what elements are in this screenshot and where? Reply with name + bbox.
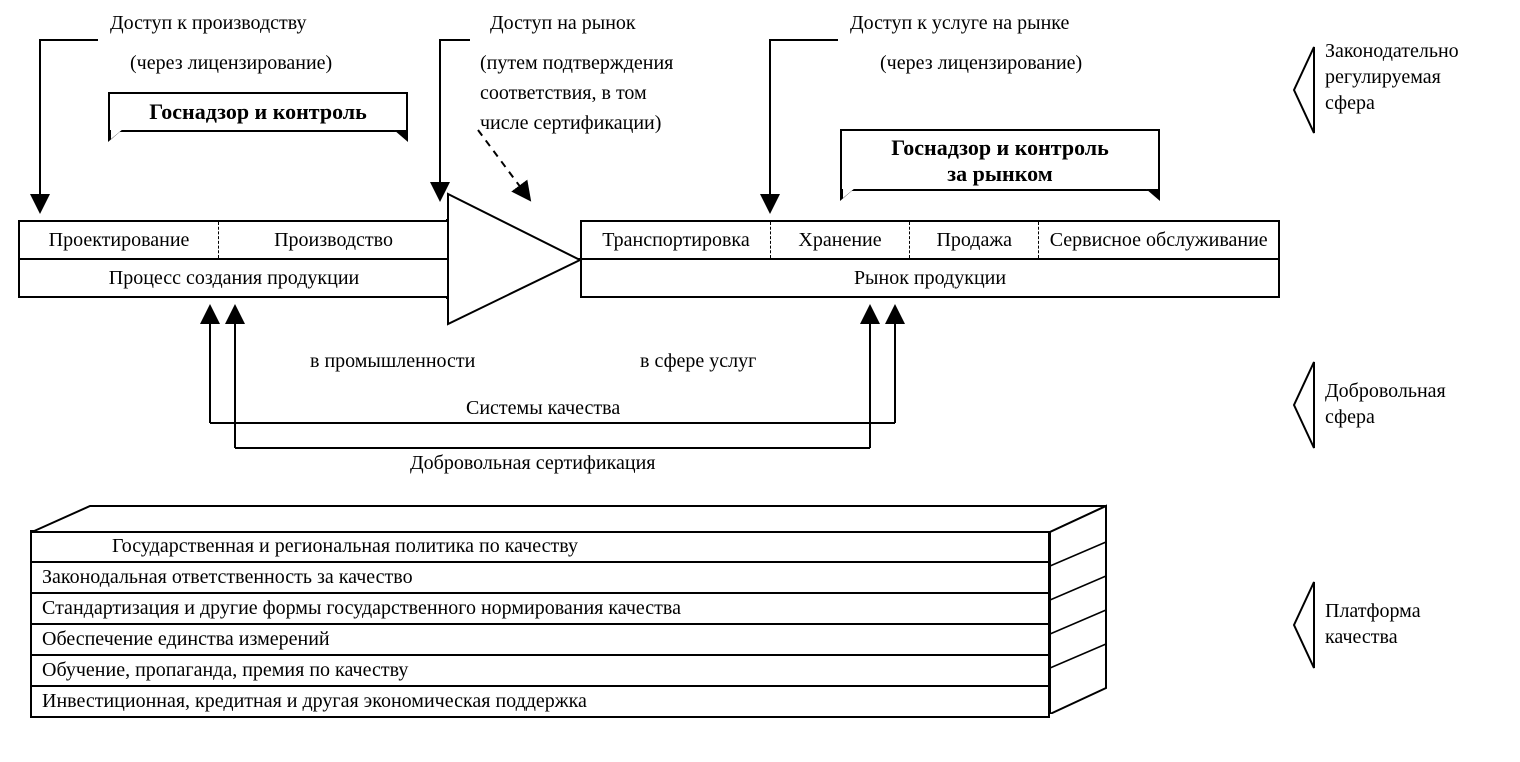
middle-right-label: в сфере услуг (640, 350, 756, 373)
process-cell-0: Проектирование (20, 222, 219, 258)
side-label-voluntary-1: Добровольная (1325, 378, 1446, 404)
side-label-regulated-1: Законодательно (1325, 38, 1459, 64)
market-cell-2: Продажа (910, 222, 1039, 258)
platform-row-5: Инвестиционная, кредитная и другая эконо… (30, 687, 1050, 718)
side-marker-voluntary (1290, 360, 1316, 456)
market-caption: Рынок продукции (582, 260, 1278, 298)
side-label-platform-2: качества (1325, 624, 1421, 650)
middle-voluntary-label: Добровольная сертификация (410, 452, 655, 475)
middle-systems-label: Системы качества (460, 397, 626, 420)
process-block: Проектирование Производство Процесс созд… (18, 220, 448, 298)
market-cell-3: Сервисное обслуживание (1039, 222, 1278, 258)
platform-row-3: Обеспечение единства измерений (30, 625, 1050, 656)
platform-side-face (1048, 504, 1118, 714)
side-label-voluntary: Добровольная сфера (1325, 378, 1446, 430)
middle-left-label: в промышленности (310, 350, 475, 373)
market-block: Транспортировка Хранение Продажа Сервисн… (580, 220, 1280, 298)
side-label-platform: Платформа качества (1325, 598, 1421, 650)
market-cell-1: Хранение (771, 222, 910, 258)
market-cell-0: Транспортировка (582, 222, 771, 258)
side-label-regulated-3: сфера (1325, 90, 1459, 116)
platform-row-2: Стандартизация и другие формы государств… (30, 594, 1050, 625)
side-label-platform-1: Платформа (1325, 598, 1421, 624)
platform-row-0: Государственная и региональная политика … (30, 530, 1050, 563)
process-cell-1: Производство (219, 222, 448, 258)
platform-row-4: Обучение, пропаганда, премия по качеству (30, 656, 1050, 687)
side-marker-regulated (1290, 45, 1316, 141)
side-label-regulated: Законодательно регулируемая сфера (1325, 38, 1459, 116)
platform-stack: Государственная и региональная политика … (30, 530, 1050, 718)
side-label-regulated-2: регулируемая (1325, 64, 1459, 90)
process-caption: Процесс создания продукции (20, 260, 448, 298)
platform-row-1: Законодальная ответственность за качеств… (30, 563, 1050, 594)
top-arrows (0, 0, 1300, 230)
side-label-voluntary-2: сфера (1325, 404, 1446, 430)
platform-top-face (30, 504, 1110, 534)
side-marker-platform (1290, 580, 1316, 676)
